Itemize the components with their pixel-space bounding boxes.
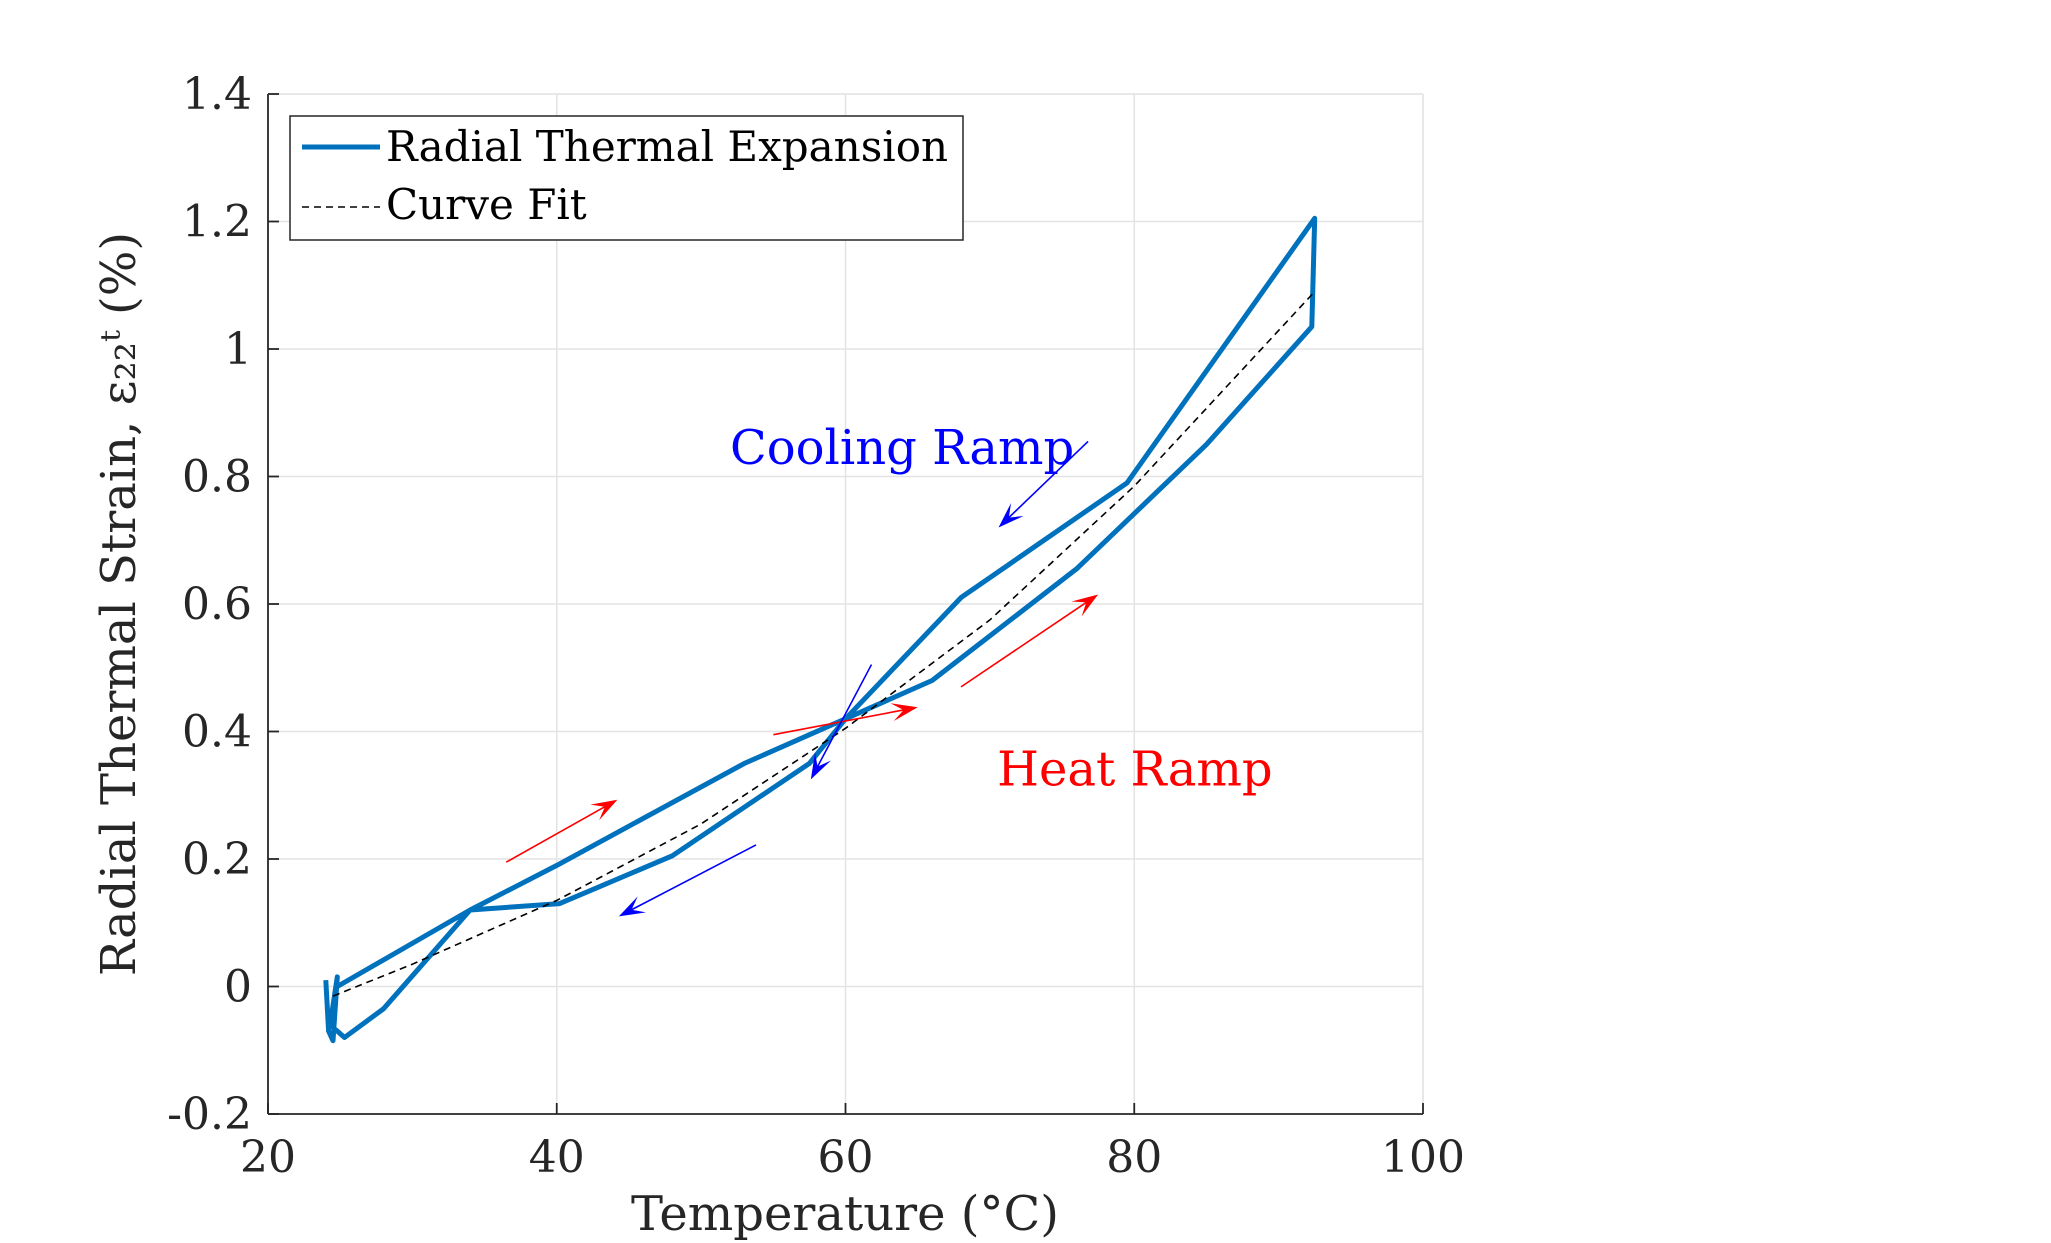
annotation-arrow-shaft-0 [505, 806, 606, 863]
annotation-arrow-shaft-4 [816, 664, 873, 768]
annotation-arrow-head-4 [810, 752, 831, 780]
x-tick-label-1: 40 [529, 1132, 585, 1183]
x-tick-label-4: 100 [1381, 1132, 1465, 1183]
annotation-labels: Cooling Ramp Heat Ramp [730, 420, 1273, 798]
x-axis-label: Temperature (°C) [631, 1186, 1059, 1242]
y-axis-label: Radial Thermal Strain, ε₂₂ᵗ (%) [91, 232, 147, 976]
y-tick-label-4: 0.6 [182, 579, 252, 630]
y-tick-label-0: -0.2 [167, 1089, 252, 1140]
annotation-arrow-head-2 [1071, 594, 1099, 617]
x-tick-label-0: 20 [240, 1132, 296, 1183]
annotation-arrows [505, 440, 1099, 917]
annotation-arrow-shaft-5 [1008, 440, 1089, 519]
series-layer [323, 215, 1318, 1044]
legend-label-radial-thermal-expansion: Radial Thermal Expansion [386, 122, 948, 171]
annotation-arrow-head-1 [890, 703, 918, 721]
x-tick-label-3: 80 [1106, 1132, 1162, 1183]
annotation-arrow-4 [810, 664, 873, 780]
y-tick-label-8: 1.4 [182, 69, 252, 120]
annotation-arrow-shaft-2 [960, 601, 1087, 688]
annotation-arrow-0 [505, 799, 618, 863]
y-tick-label-7: 1.2 [182, 197, 252, 248]
annotation-arrow-shaft-3 [631, 844, 757, 911]
annotation-label-0: Cooling Ramp [730, 420, 1074, 476]
annotation-arrow-1 [773, 703, 918, 736]
annotation-arrow-3 [618, 844, 757, 917]
annotation-arrow-5 [998, 440, 1089, 528]
legend-box [289, 115, 964, 241]
legend-label-curve-fit: Curve Fit [386, 180, 587, 229]
series-line-radial-thermal-expansion [323, 215, 1318, 1044]
y-tick-label-2: 0.2 [182, 834, 252, 885]
x-tick-label-2: 60 [818, 1132, 874, 1183]
y-tick-label-1: 0 [224, 962, 252, 1013]
y-tick-label-5: 0.8 [182, 452, 252, 503]
legend: Radial Thermal Expansion Curve Fit [289, 115, 964, 241]
axes [267, 93, 1424, 1115]
annotation-label-1: Heat Ramp [997, 742, 1273, 798]
annotation-arrow-head-5 [998, 502, 1024, 528]
y-tick-label-3: 0.4 [182, 707, 252, 758]
annotation-arrow-head-3 [618, 896, 647, 917]
series-line-curve-fit [332, 291, 1316, 997]
annotation-arrow-2 [960, 594, 1099, 688]
tick-labels: 20 40 60 80 100 -0.2 0 0.2 0.4 0.6 0.8 1 1.2 1.4 [167, 69, 1465, 1183]
annotation-arrow-head-0 [590, 799, 618, 821]
y-tick-label-6: 1 [224, 324, 252, 375]
annotation-arrow-shaft-1 [773, 709, 904, 736]
